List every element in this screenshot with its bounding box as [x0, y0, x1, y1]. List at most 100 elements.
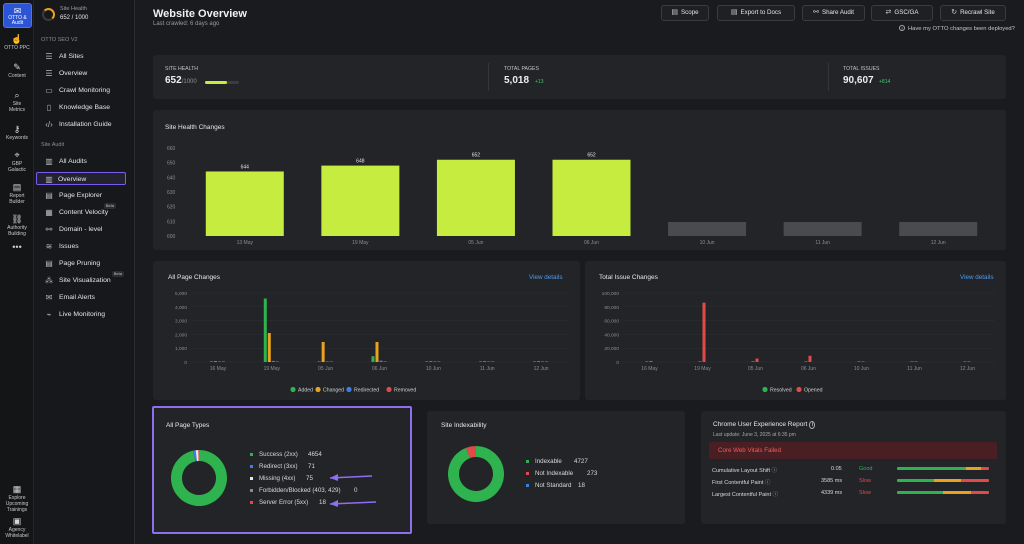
sidebar-item-content-velocity[interactable]: ▦ Content Velocity Beta — [42, 203, 130, 219]
data-bar — [429, 361, 433, 362]
x-tick-label: 11 Jun — [907, 366, 922, 372]
rail-item-gbp[interactable]: ⌖ GBP Galactic — [0, 150, 34, 173]
info-icon[interactable]: i — [809, 421, 816, 429]
info-icon[interactable]: ⓘ — [771, 468, 778, 474]
x-tick-label: 11 Jun — [815, 240, 830, 246]
beta-badge: Beta — [103, 203, 116, 209]
sidebar-item-all-audits[interactable]: ▥ All Audits — [42, 155, 130, 168]
mail-icon: ✉ — [45, 293, 53, 302]
issue-changes-view-details-link[interactable]: View details — [960, 274, 994, 281]
sidebar-item-overview[interactable]: ▥ Overview — [36, 172, 126, 185]
x-tick-label: 10 Jun — [426, 366, 441, 372]
sidebar-item-domain-level[interactable]: ⚯ Domain - level — [42, 223, 130, 236]
sidebar-item-live-monitoring[interactable]: ⌁ Live Monitoring — [42, 308, 130, 321]
sidebar-item-otto-overview[interactable]: ☰ Overview — [42, 67, 130, 80]
export-docs-button[interactable]: ▤ Export to Docs — [717, 5, 795, 21]
data-bar — [698, 361, 702, 362]
sidebar-item-knowledge-base[interactable]: ▯ Knowledge Base — [42, 101, 130, 114]
data-bar — [808, 355, 812, 362]
gsc-ga-button[interactable]: ⇄ GSC/GA — [871, 5, 933, 21]
rail-item-keywords[interactable]: ⚷ Keywords — [0, 124, 34, 141]
rail-item-trainings[interactable]: ▦ Explore Upcoming Trainings — [0, 484, 34, 513]
list-icon: ☰ — [45, 52, 53, 61]
legend-dot — [315, 386, 321, 393]
x-tick-label: 05 Jun — [318, 366, 333, 372]
rail-item-ppc[interactable]: ☝ OTTO PPC — [0, 34, 34, 51]
layers-icon: ≋ — [45, 242, 53, 251]
envelope-icon: ✉ — [13, 6, 22, 16]
rail-item-authority[interactable]: ⛓ Authority Building — [0, 214, 34, 237]
legend-dot — [346, 386, 352, 393]
scope-button[interactable]: ▤ Scope — [661, 5, 709, 21]
page-changes-view-details-link[interactable]: View details — [529, 274, 563, 281]
x-tick-label: 19 May — [264, 366, 281, 372]
cwv-fcp-bar — [897, 479, 989, 482]
y-tick-label: 1,000 — [175, 346, 187, 352]
x-tick-label: 12 Jun — [931, 240, 946, 246]
x-tick-label: 12 Jun — [960, 366, 975, 372]
sidebar-item-site-visualization[interactable]: ⁂ Site Visualization Beta — [45, 271, 124, 285]
cwv-lcp-status: Slow — [859, 490, 871, 496]
legend-dot — [386, 386, 392, 393]
y-tick-label: 660 — [167, 146, 176, 152]
divider — [828, 63, 829, 91]
rail-item-site-metrics[interactable]: ⌕ Site Metrics — [0, 90, 34, 113]
cwv-failed-text: Core Web Vitals Failed — [718, 447, 782, 454]
sidebar-item-page-pruning[interactable]: ▤ Page Pruning — [42, 257, 130, 270]
sidebar-item-all-sites[interactable]: ☰ All Sites — [42, 50, 130, 63]
data-bar — [545, 361, 549, 362]
legend-swatch — [250, 476, 253, 480]
sidebar-item-installation-guide[interactable]: ‹/› Installation Guide — [42, 118, 130, 131]
y-tick-label: 40,000 — [604, 332, 619, 338]
sidebar-item-issues[interactable]: ≋ Issues — [42, 240, 130, 253]
sidebar-item-crawl-monitoring[interactable]: ▭ Crawl Monitoring — [42, 84, 130, 97]
more-icon[interactable]: ••• — [12, 242, 22, 252]
sidebar-item-email-alerts[interactable]: ✉ Email Alerts — [42, 291, 130, 304]
site-health-chart: 660 650 640 630 620 610 600 644 13 May 648 19 May 6… — [167, 146, 978, 246]
data-bar — [425, 361, 429, 362]
y-tick-label: 640 — [167, 175, 176, 181]
rail-item-content[interactable]: ✎ Content — [0, 62, 34, 79]
bar-chart-icon: ▥ — [45, 175, 53, 184]
cwv-row-fcp: First Contentful Paint ⓘ — [712, 480, 771, 486]
y-tick-label: 100,000 — [602, 291, 620, 297]
info-icon[interactable]: ⓘ — [764, 480, 771, 486]
agency-icon: ▣ — [12, 516, 22, 526]
crux-card: Chrome User Experience Report i Last upd… — [701, 411, 1006, 524]
health-bar — [552, 159, 631, 236]
data-bar — [479, 361, 483, 362]
health-bar-empty — [783, 222, 862, 236]
y-tick-label: 3,000 — [175, 319, 187, 325]
legend-swatch — [250, 488, 253, 492]
x-tick-label: 05 Jun — [468, 240, 483, 246]
rail-item-agency[interactable]: ▣ Agency Whitelabel — [0, 516, 34, 539]
info-icon[interactable]: ⓘ — [772, 492, 779, 498]
legend-swatch — [250, 464, 253, 468]
link-icon: ⚯ — [813, 9, 819, 16]
rail-otto-audit[interactable]: ✉ OTTO & Audit — [3, 3, 32, 28]
nodes-icon: ⁂ — [45, 276, 53, 285]
legend-label: Changed — [323, 388, 344, 394]
data-bar — [209, 361, 213, 362]
site-health-widget[interactable]: Site Health 652 / 1000 — [42, 6, 132, 28]
total-issues-value: 90,607 — [843, 75, 874, 86]
data-bar — [263, 298, 267, 362]
indexability-card: Site Indexability Indexable 4727 Not Inde… — [427, 411, 685, 524]
x-tick-label: 19 May — [694, 366, 711, 372]
sidebar-item-page-explorer[interactable]: ▤ Page Explorer — [42, 189, 130, 202]
site-health-value: 652 / 1000 — [60, 15, 89, 21]
data-bar — [437, 361, 441, 362]
rail-item-report[interactable]: ▤ Report Builder — [0, 182, 34, 205]
monitor-icon: ▭ — [45, 86, 53, 95]
data-bar — [267, 333, 271, 362]
recrawl-button[interactable]: ↻ Recrawl Site — [940, 5, 1006, 21]
data-bar — [967, 361, 971, 362]
deploy-question-link[interactable]: ? Have my OTTO changes been deployed? — [899, 25, 1015, 32]
data-bar — [487, 361, 491, 362]
list-icon: ☰ — [45, 69, 53, 78]
y-tick-label: 0 — [616, 360, 619, 366]
hand-icon: ☝ — [11, 34, 23, 44]
total-pages-delta: +13 — [535, 79, 544, 85]
share-audit-button[interactable]: ⚯ Share Audit — [802, 5, 865, 21]
legend-swatch — [526, 471, 529, 475]
